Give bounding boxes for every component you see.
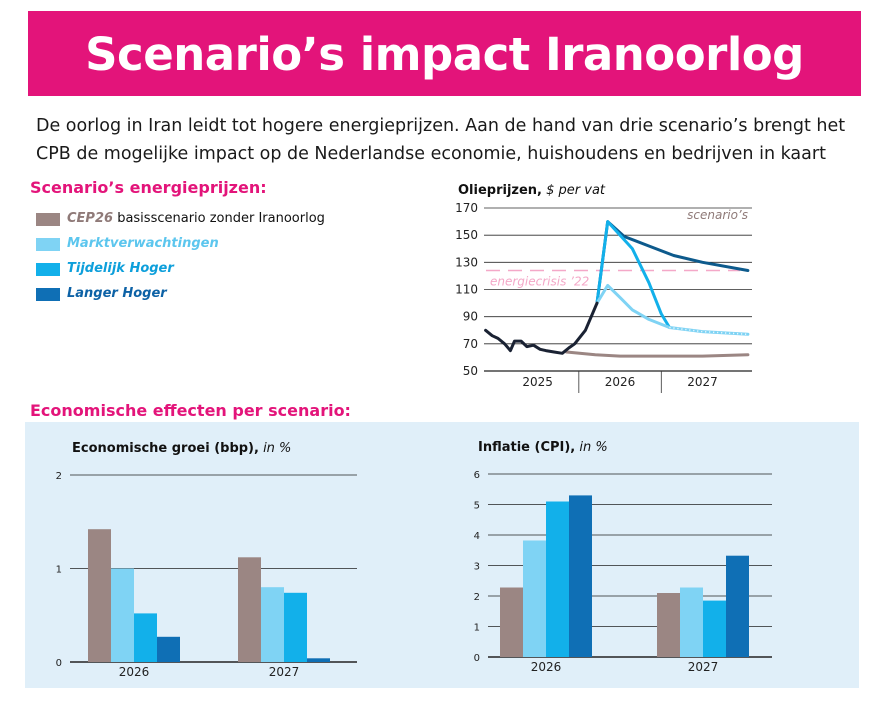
gdp-bar-2027-temporary [284, 592, 307, 662]
gdp-bar-2026-market [111, 568, 134, 662]
gdp-xtick-2026: 2026 [119, 665, 150, 679]
oil-xtick-2025: 2025 [522, 375, 553, 389]
cpi-xtick-2026: 2026 [531, 660, 562, 674]
cpi-bar-2026-temporary [546, 501, 569, 657]
legend-name-marktverwachtingen: Marktverwachtingen [67, 236, 219, 251]
title-banner: Scenario’s impact Iranoorlog [28, 11, 861, 96]
oil-line-base [565, 350, 750, 358]
cpi-chart-title: Inflatie (CPI), in % [478, 440, 608, 455]
oil-crisis-label: energiecrisis ’22 [490, 274, 589, 288]
oil-line-temporary [595, 220, 671, 329]
gdp-chart-title: Economische groei (bbp), in % [72, 441, 291, 456]
oil-xtick-2026: 2026 [605, 375, 636, 389]
legend-name-tijdelijk-hoger: Tijdelijk Hoger [67, 261, 174, 276]
oil-ytick-70: 70 [463, 337, 478, 351]
gdp-ytick-0: 0 [56, 658, 62, 669]
oil-ytick-130: 130 [455, 255, 478, 269]
gdp-ytick-2: 2 [56, 471, 62, 482]
oil-ytick-170: 170 [455, 201, 478, 215]
cpi-ytick-6: 6 [474, 470, 480, 481]
intro-text: De oorlog in Iran leidt tot hogere energ… [36, 116, 846, 164]
cpi-bar-2027-base [657, 593, 680, 657]
oil-ytick-150: 150 [455, 228, 478, 242]
cpi-ytick-1: 1 [474, 623, 480, 634]
cpi-ytick-4: 4 [474, 531, 480, 542]
oil-line-history [484, 301, 599, 355]
cpi-ytick-3: 3 [474, 562, 480, 573]
gdp-xtick-2027: 2027 [269, 665, 300, 679]
gdp-bar-2027-base [238, 557, 261, 662]
gdp-bar-2027-market [261, 587, 284, 662]
effects-title: Economische effecten per scenario: [30, 401, 351, 420]
oil-scenarios-label: scenario’s [687, 208, 748, 222]
cpi-bar-2026-base [500, 587, 523, 657]
cpi-bar-2027-longer [726, 555, 749, 657]
legend-name-langer-hoger: Langer Hoger [67, 286, 167, 301]
gdp-bar-2027-longer [307, 658, 330, 662]
legend-swatch-tijdelijk-hoger [36, 263, 60, 276]
cpi-ytick-2: 2 [474, 592, 480, 603]
oil-line-market [595, 283, 750, 336]
oil-xtick-2027: 2027 [687, 375, 718, 389]
gdp-bar-2026-longer [157, 636, 180, 662]
oil-ytick-110: 110 [455, 283, 478, 297]
cpi-ytick-5: 5 [474, 501, 480, 512]
oil-ytick-90: 90 [463, 310, 478, 324]
page-title: Scenario’s impact Iranoorlog [85, 28, 804, 81]
legend-title: Scenario’s energieprijzen: [30, 178, 267, 197]
legend-name-cep26: CEP26 [67, 211, 114, 226]
legend-swatch-marktverwachtingen [36, 238, 60, 251]
cpi-bar-2026-longer [569, 495, 592, 657]
oil-chart-title: Olieprijzen, $ per vat [458, 183, 606, 198]
gdp-bar-2026-base [88, 529, 111, 662]
cpi-ytick-0: 0 [474, 653, 480, 664]
gdp-ytick-1: 1 [56, 565, 62, 576]
cpi-bar-2026-market [523, 540, 546, 657]
cpi-xtick-2027: 2027 [688, 660, 719, 674]
cpi-bar-2027-market [680, 587, 703, 657]
gdp-bar-2026-temporary [134, 613, 157, 662]
legend-desc-cep26: basisscenario zonder Iranoorlog [117, 211, 325, 226]
oil-ytick-50: 50 [463, 364, 478, 378]
legend-swatch-cep26 [36, 213, 60, 226]
cpi-bar-2027-temporary [703, 600, 726, 657]
legend-swatch-langer-hoger [36, 288, 60, 301]
